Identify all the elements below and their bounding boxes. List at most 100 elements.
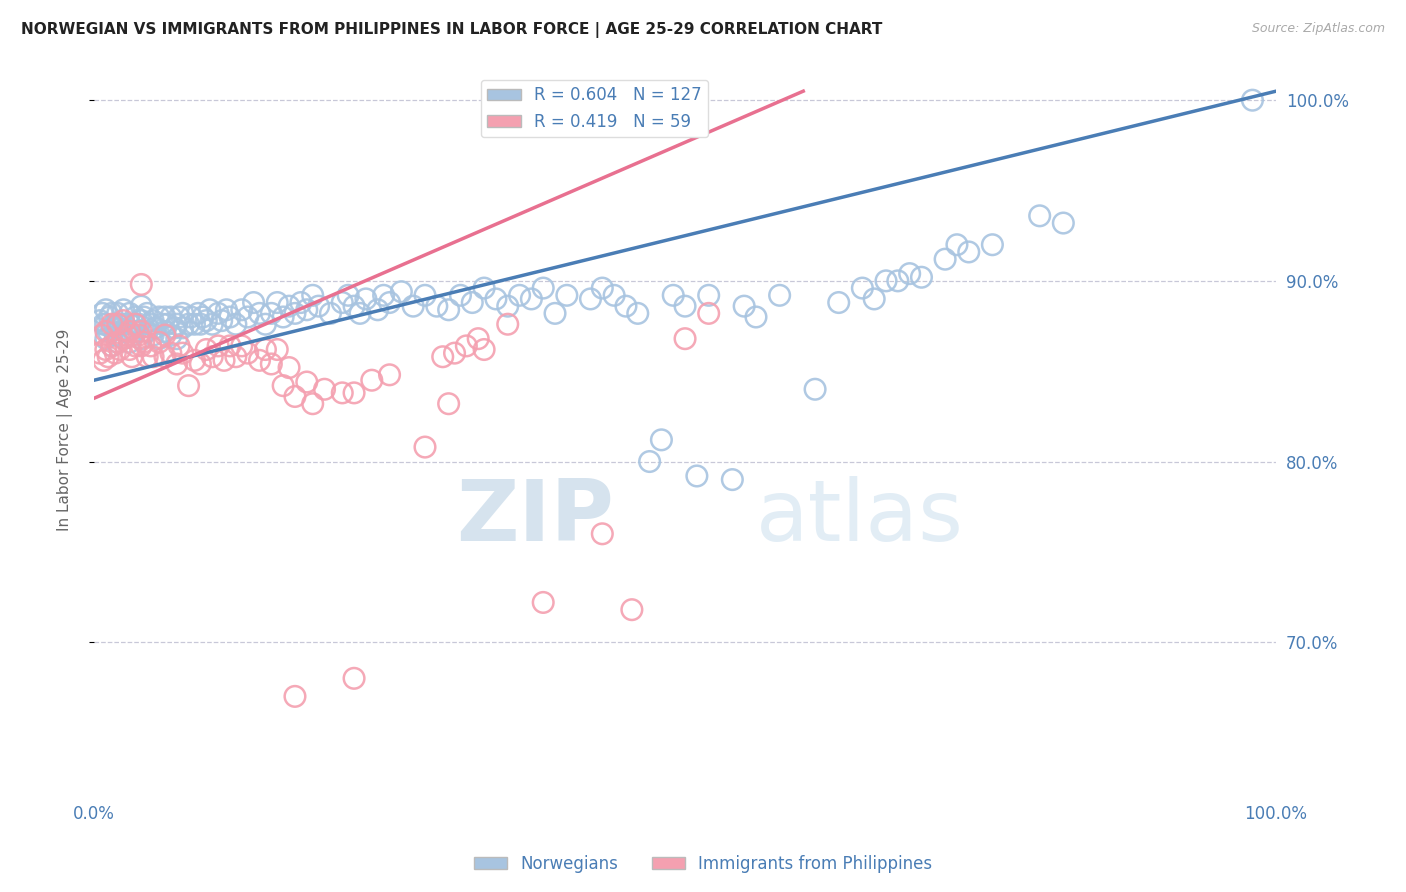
Point — [142, 313, 165, 327]
Point — [91, 306, 114, 320]
Point — [94, 332, 117, 346]
Point — [509, 288, 531, 302]
Point — [91, 328, 114, 343]
Point — [343, 671, 366, 685]
Point — [112, 313, 135, 327]
Point — [100, 321, 122, 335]
Point — [94, 317, 117, 331]
Point — [136, 306, 159, 320]
Point — [219, 310, 242, 324]
Point — [124, 317, 146, 331]
Point — [337, 288, 360, 302]
Point — [249, 306, 271, 320]
Point — [153, 350, 176, 364]
Point — [804, 382, 827, 396]
Point — [212, 353, 235, 368]
Point — [211, 313, 233, 327]
Text: atlas: atlas — [756, 476, 965, 559]
Point — [115, 328, 138, 343]
Point — [284, 690, 307, 704]
Point — [360, 373, 382, 387]
Point — [183, 353, 205, 368]
Point — [112, 332, 135, 346]
Point — [215, 302, 238, 317]
Point — [152, 317, 174, 331]
Point — [89, 346, 111, 360]
Point — [638, 454, 661, 468]
Point — [100, 339, 122, 353]
Point — [207, 339, 229, 353]
Point — [107, 335, 129, 350]
Point — [219, 339, 242, 353]
Point — [278, 360, 301, 375]
Point — [183, 317, 205, 331]
Point — [301, 288, 323, 302]
Point — [697, 306, 720, 320]
Point — [271, 378, 294, 392]
Point — [139, 317, 162, 331]
Point — [153, 310, 176, 324]
Point — [112, 317, 135, 331]
Legend: R = 0.604   N = 127, R = 0.419   N = 59: R = 0.604 N = 127, R = 0.419 N = 59 — [481, 79, 709, 137]
Point — [591, 526, 613, 541]
Point — [129, 299, 152, 313]
Point — [555, 288, 578, 302]
Point — [236, 310, 259, 324]
Point — [745, 310, 768, 324]
Point — [132, 335, 155, 350]
Point — [153, 328, 176, 343]
Point — [910, 270, 932, 285]
Point — [290, 295, 312, 310]
Point — [898, 267, 921, 281]
Point — [242, 295, 264, 310]
Point — [115, 325, 138, 339]
Point — [472, 281, 495, 295]
Point — [295, 302, 318, 317]
Point — [1241, 93, 1264, 107]
Point — [108, 317, 131, 331]
Text: Source: ZipAtlas.com: Source: ZipAtlas.com — [1251, 22, 1385, 36]
Point — [148, 332, 170, 346]
Point — [124, 325, 146, 339]
Point — [686, 469, 709, 483]
Point — [118, 335, 141, 350]
Point — [295, 375, 318, 389]
Point — [266, 343, 288, 357]
Point — [271, 310, 294, 324]
Point — [389, 285, 412, 299]
Point — [343, 299, 366, 313]
Point — [201, 317, 224, 331]
Point — [118, 325, 141, 339]
Point — [195, 343, 218, 357]
Point — [128, 328, 150, 343]
Point — [124, 339, 146, 353]
Point — [721, 473, 744, 487]
Point — [467, 332, 489, 346]
Point — [603, 288, 626, 302]
Point — [456, 339, 478, 353]
Point — [426, 299, 449, 313]
Point — [354, 292, 377, 306]
Point — [112, 332, 135, 346]
Point — [129, 277, 152, 292]
Point — [544, 306, 567, 320]
Point — [97, 325, 120, 339]
Point — [201, 350, 224, 364]
Point — [100, 339, 122, 353]
Point — [284, 306, 307, 320]
Point — [129, 332, 152, 346]
Point — [851, 281, 873, 295]
Text: ZIP: ZIP — [457, 476, 614, 559]
Point — [145, 321, 167, 335]
Point — [308, 299, 330, 313]
Point — [249, 353, 271, 368]
Point — [156, 317, 179, 331]
Point — [172, 321, 194, 335]
Point — [319, 306, 342, 320]
Point — [768, 288, 790, 302]
Point — [946, 237, 969, 252]
Point — [177, 317, 200, 331]
Point — [136, 350, 159, 364]
Point — [129, 313, 152, 327]
Point — [349, 306, 371, 320]
